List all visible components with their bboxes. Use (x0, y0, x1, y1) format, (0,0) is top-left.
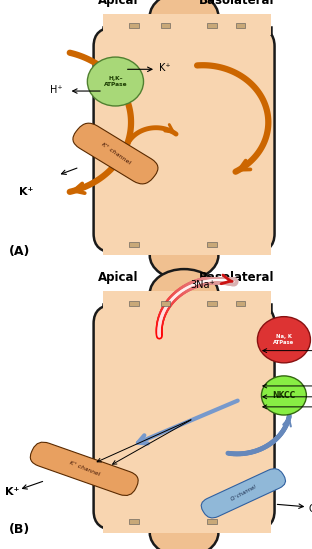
FancyBboxPatch shape (201, 469, 285, 518)
Ellipse shape (150, 508, 218, 549)
Bar (129, 519, 139, 524)
Text: H,K–
ATPase: H,K– ATPase (104, 76, 127, 87)
Ellipse shape (150, 269, 218, 318)
Bar (103, 27, 271, 35)
FancyBboxPatch shape (94, 27, 275, 253)
Text: (A): (A) (9, 245, 31, 259)
Bar (161, 301, 170, 305)
Bar (207, 242, 217, 247)
Circle shape (87, 57, 144, 106)
Circle shape (261, 376, 306, 415)
Text: Apical: Apical (98, 0, 139, 7)
FancyBboxPatch shape (30, 442, 138, 496)
Text: K⁺: K⁺ (19, 187, 34, 197)
Bar (236, 301, 245, 305)
Ellipse shape (150, 0, 218, 41)
Bar (103, 291, 271, 312)
Bar (207, 24, 217, 28)
Text: Basolateral: Basolateral (199, 0, 275, 7)
Text: Basolateral: Basolateral (199, 271, 275, 284)
Text: 3Na⁺: 3Na⁺ (190, 280, 215, 290)
Circle shape (257, 317, 310, 363)
Bar (103, 234, 271, 255)
Bar (129, 242, 139, 247)
Bar (103, 14, 271, 35)
Text: Na, K
ATPase: Na, K ATPase (273, 334, 295, 345)
Text: K⁺ channel: K⁺ channel (68, 461, 100, 477)
Text: K⁺ channel: K⁺ channel (100, 142, 131, 165)
Bar (236, 24, 245, 28)
Text: Cl⁺channel: Cl⁺channel (229, 484, 257, 502)
Bar (207, 519, 217, 524)
Text: (B): (B) (9, 523, 31, 536)
Text: Apical: Apical (98, 271, 139, 284)
FancyBboxPatch shape (94, 304, 275, 530)
Bar (129, 301, 139, 305)
Bar (161, 24, 170, 28)
FancyBboxPatch shape (73, 123, 158, 184)
Text: NKCC: NKCC (272, 391, 295, 400)
Bar (103, 511, 271, 533)
Text: K⁺: K⁺ (159, 64, 171, 74)
Bar (207, 301, 217, 305)
Text: H⁺: H⁺ (50, 85, 62, 95)
Text: K⁺: K⁺ (5, 487, 20, 497)
Bar (103, 304, 271, 312)
Text: Cl⁻: Cl⁻ (309, 504, 312, 514)
Bar (129, 24, 139, 28)
Ellipse shape (150, 231, 218, 280)
